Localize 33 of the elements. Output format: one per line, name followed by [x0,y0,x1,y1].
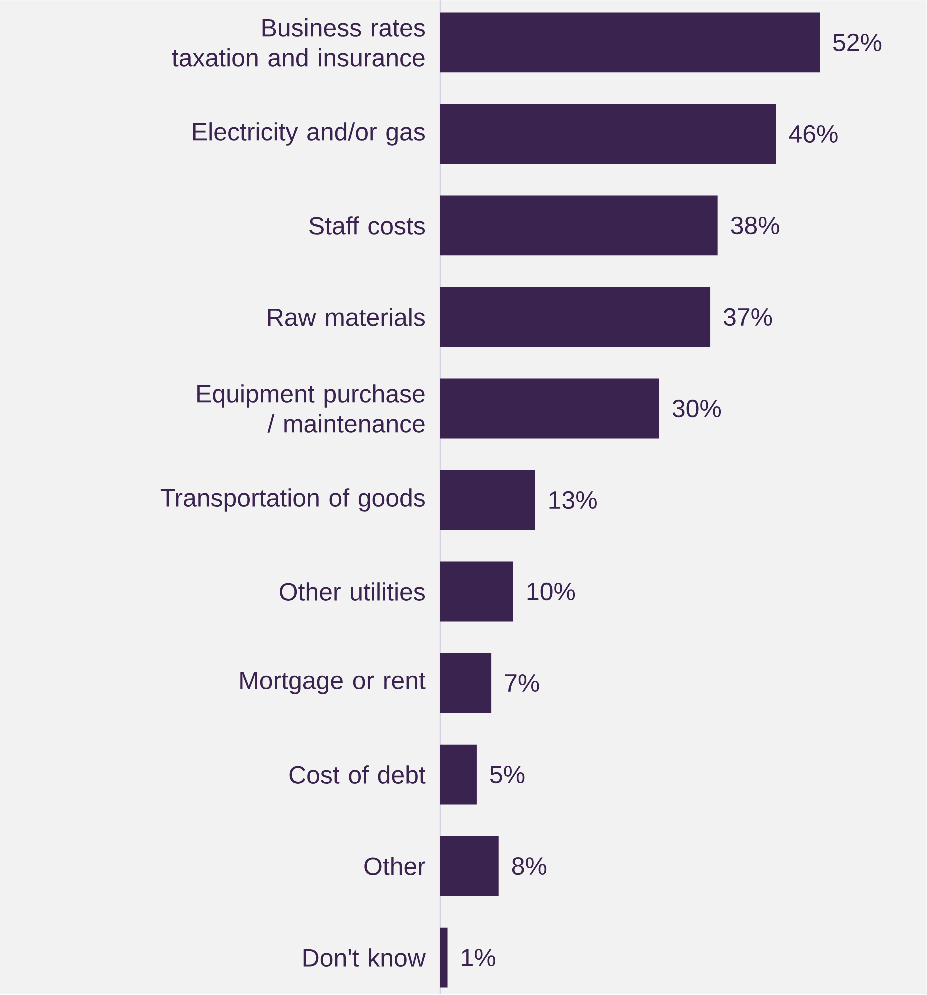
y-tick-label: Business rates taxation and insurance [172,18,426,67]
data-label: 5% [490,766,525,784]
bar [440,104,776,164]
bar [440,562,514,622]
bar [440,470,536,530]
y-tick-label: Other [364,857,426,876]
y-tick-label: Equipment purchase / maintenance [198,384,425,433]
bar [440,12,820,73]
data-label: 46% [789,125,838,144]
data-label: 8% [512,857,547,876]
y-tick-label: Transportation of goods [161,488,426,512]
bar [440,744,478,805]
data-label: 38% [731,216,780,235]
bar [440,196,718,256]
y-tick-label: Mortgage or rent [240,672,426,694]
bar [440,653,492,714]
data-label: 7% [505,674,540,692]
data-label: 13% [550,491,598,510]
bar [440,378,660,439]
data-label: 52% [834,34,882,52]
bar [440,287,711,348]
data-label: 10% [528,582,576,601]
y-tick-label: Raw materials [268,308,426,326]
data-label: 30% [672,400,722,418]
bar [440,836,499,896]
y-tick-label: Cost of debt [290,766,426,784]
y-tick-label: Don't know [304,948,426,967]
y-tick-label: Electricity and/or gas [194,122,426,146]
data-label: 1% [462,949,496,967]
bar [440,928,448,988]
data-label: 37% [724,308,772,326]
y-tick-label: Other utilities [280,582,426,601]
y-tick-label: Staff costs [310,216,426,235]
